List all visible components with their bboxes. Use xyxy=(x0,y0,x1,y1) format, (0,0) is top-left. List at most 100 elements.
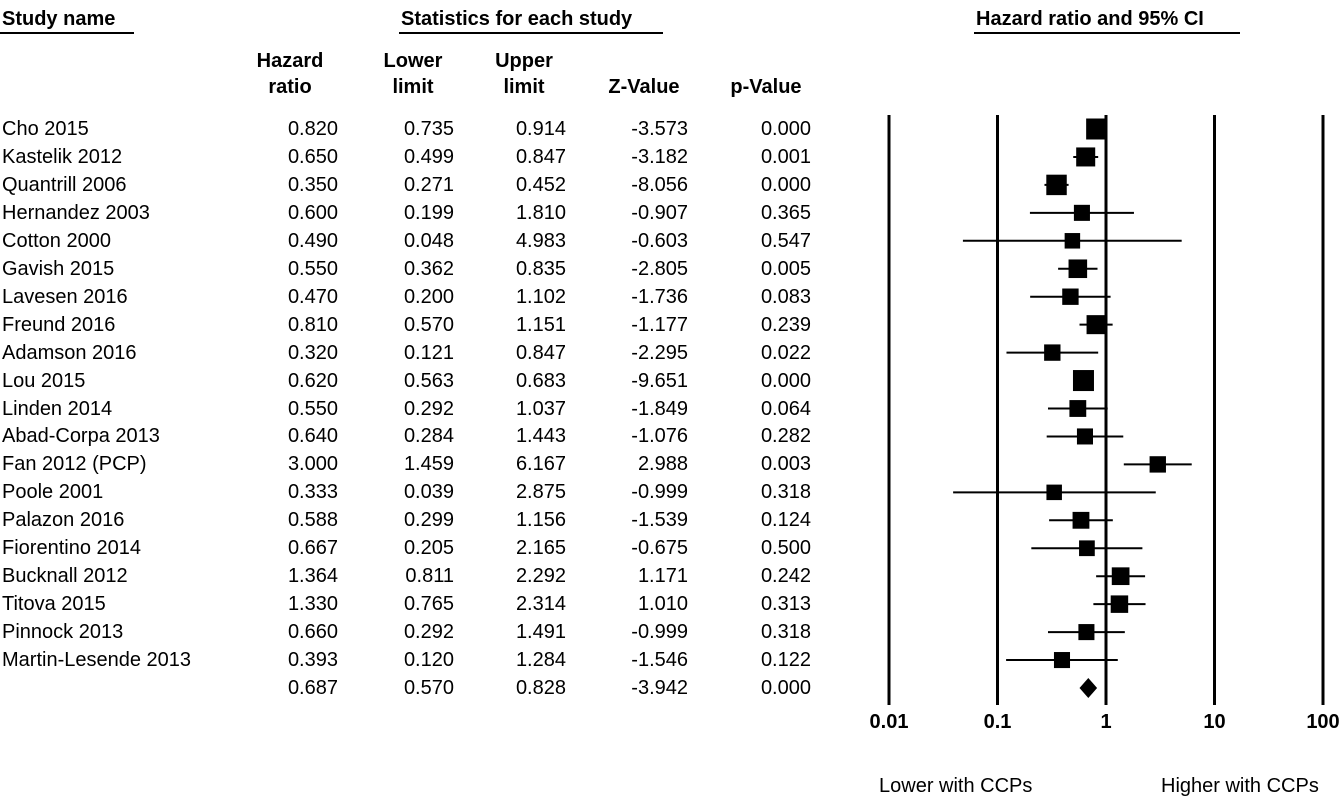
z-value-cell: -1.546 xyxy=(631,649,688,672)
lower-limit-cell: 0.292 xyxy=(403,621,454,644)
p-value-cell: 0.000 xyxy=(760,369,811,392)
study-marker xyxy=(1073,204,1090,221)
study-name: Palazon 2016 xyxy=(2,509,125,532)
study-name: Cho 2015 xyxy=(2,118,89,140)
z-value-cell: -0.999 xyxy=(631,621,688,644)
upper-limit-cell: 2.292 xyxy=(515,565,566,588)
study-name: Hernandez 2003 xyxy=(2,201,150,224)
upper-limit-cell: 1.151 xyxy=(515,313,566,336)
p-value-cell: 0.122 xyxy=(760,649,811,672)
upper-limit-cell: 2.314 xyxy=(515,593,566,616)
upper-limit-cell: 0.683 xyxy=(515,369,566,392)
z-value-cell: -1.177 xyxy=(631,313,688,336)
hazard-ratio-cell: 0.550 xyxy=(287,257,338,280)
table-row: Titova 2015 1.330 0.765 2.314 1.010 0.313 xyxy=(0,590,840,618)
upper-limit-cell: 1.156 xyxy=(515,509,566,532)
study-marker xyxy=(1064,233,1081,249)
lower-limit-cell: 0.811 xyxy=(405,565,454,588)
lower-limit-cell: 0.271 xyxy=(403,173,454,196)
z-value-cell: -1.539 xyxy=(631,509,688,532)
p-value-cell: 0.318 xyxy=(760,481,811,504)
p-value-cell: 0.001 xyxy=(760,145,811,168)
study-marker xyxy=(1076,428,1093,445)
table-row: Poole 2001 0.333 0.039 2.875 -0.999 0.318 xyxy=(0,478,840,506)
study-name: Cotton 2000 xyxy=(2,229,111,252)
hazard-ratio-cell: 3.000 xyxy=(287,453,338,476)
hazard-ratio-cell: 0.320 xyxy=(287,341,338,364)
table-row: Quantrill 2006 0.350 0.271 0.452 -8.056 0.000 xyxy=(0,171,840,199)
column-header-hazard-ratio: Hazard ratio xyxy=(256,50,324,98)
upper-limit-cell: 0.452 xyxy=(515,173,566,196)
lower-limit-cell: 0.362 xyxy=(403,257,454,280)
z-value-cell: -3.573 xyxy=(631,118,688,140)
table-row: Martin-Lesende 2013 0.393 0.120 1.284 -1.546… xyxy=(0,646,840,674)
upper-limit-cell: 2.875 xyxy=(515,481,566,504)
hazard-ratio-cell: 1.364 xyxy=(287,565,338,588)
upper-limit-cell: 1.284 xyxy=(515,649,566,672)
upper-limit-cell: 0.914 xyxy=(515,118,566,140)
hazard-ratio-cell: 0.333 xyxy=(287,481,338,504)
hazard-ratio-cell: 0.550 xyxy=(287,397,338,420)
table-row: Cotton 2000 0.490 0.048 4.983 -0.603 0.547 xyxy=(0,227,840,255)
table-row: Adamson 2016 0.320 0.121 0.847 -2.295 0.022 xyxy=(0,339,840,367)
hazard-ratio-cell: 0.470 xyxy=(287,285,338,308)
z-value-cell: 2.988 xyxy=(637,453,688,476)
table-row: Fan 2012 (PCP) 3.000 1.459 6.167 2.988 0.003 xyxy=(0,450,840,478)
x-tick-label: 0.01 xyxy=(870,711,909,733)
lower-limit-cell: 0.299 xyxy=(403,509,454,532)
p-value-cell: 0.005 xyxy=(760,257,811,280)
column-header-upper-limit: Upper limit xyxy=(495,50,553,98)
study-marker xyxy=(1072,511,1090,529)
study-name: Pinnock 2013 xyxy=(2,621,124,644)
study-marker xyxy=(1053,652,1071,669)
table-row: Gavish 2015 0.550 0.362 0.835 -2.805 0.005 xyxy=(0,255,840,283)
p-value-cell: 0.318 xyxy=(760,621,811,644)
study-marker xyxy=(1069,400,1087,417)
study-name: Lavesen 2016 xyxy=(2,285,128,308)
study-name: Quantrill 2006 xyxy=(2,173,127,196)
x-tick-label: 100 xyxy=(1306,711,1339,733)
lower-limit-cell: 0.284 xyxy=(403,425,454,448)
p-value-cell: 0.365 xyxy=(760,201,811,224)
hazard-ratio-cell: 0.620 xyxy=(287,369,338,392)
hazard-ratio-cell: 0.810 xyxy=(287,313,338,336)
favours-higher-label: Higher with CCPs xyxy=(1161,775,1319,797)
p-value-cell: 0.003 xyxy=(760,453,811,476)
study-name-header: Study name xyxy=(2,8,116,30)
study-marker xyxy=(1079,540,1095,557)
study-marker xyxy=(1046,484,1062,501)
p-value-cell: 0.242 xyxy=(760,565,811,588)
hazard-ratio-cell: 0.820 xyxy=(287,118,338,140)
table-row: Palazon 2016 0.588 0.299 1.156 -1.539 0.124 xyxy=(0,506,840,534)
study-name-underline xyxy=(0,32,134,34)
study-name: Fiorentino 2014 xyxy=(2,537,141,560)
p-value-cell: 0.124 xyxy=(760,509,811,532)
study-marker xyxy=(1076,147,1096,167)
hazard-ratio-cell: 0.600 xyxy=(287,201,338,224)
column-header-lower-limit: Lower limit xyxy=(383,50,443,98)
lower-limit-cell: 0.039 xyxy=(403,481,454,504)
plot-header: Hazard ratio and 95% CI xyxy=(976,8,1204,30)
upper-limit-cell: 1.443 xyxy=(515,425,566,448)
lower-limit-cell: 0.563 xyxy=(403,369,454,392)
z-value-cell: -1.849 xyxy=(631,397,688,420)
study-marker xyxy=(1149,456,1166,473)
upper-limit-cell: 0.847 xyxy=(515,145,566,168)
x-tick-label: 0.1 xyxy=(984,711,1012,733)
lower-limit-cell: 0.205 xyxy=(403,537,454,560)
p-value-cell: 0.000 xyxy=(760,118,811,140)
table-row: Linden 2014 0.550 0.292 1.037 -1.849 0.064 xyxy=(0,395,840,423)
p-value-cell: 0.282 xyxy=(760,425,811,448)
upper-limit-cell: 1.491 xyxy=(515,621,566,644)
hazard-ratio-cell: 0.650 xyxy=(287,145,338,168)
lower-limit-cell: 0.292 xyxy=(403,397,454,420)
study-marker xyxy=(1062,288,1079,305)
z-value-cell: 1.171 xyxy=(637,565,688,588)
z-value-cell: -9.651 xyxy=(631,369,688,392)
p-value-cell: 0.022 xyxy=(760,341,811,364)
p-value-cell: 0.064 xyxy=(760,397,811,420)
study-marker xyxy=(1068,259,1088,279)
hazard-ratio-cell: 0.490 xyxy=(287,229,338,252)
study-name: Freund 2016 xyxy=(2,313,116,336)
upper-limit-cell: 1.810 xyxy=(515,201,566,224)
